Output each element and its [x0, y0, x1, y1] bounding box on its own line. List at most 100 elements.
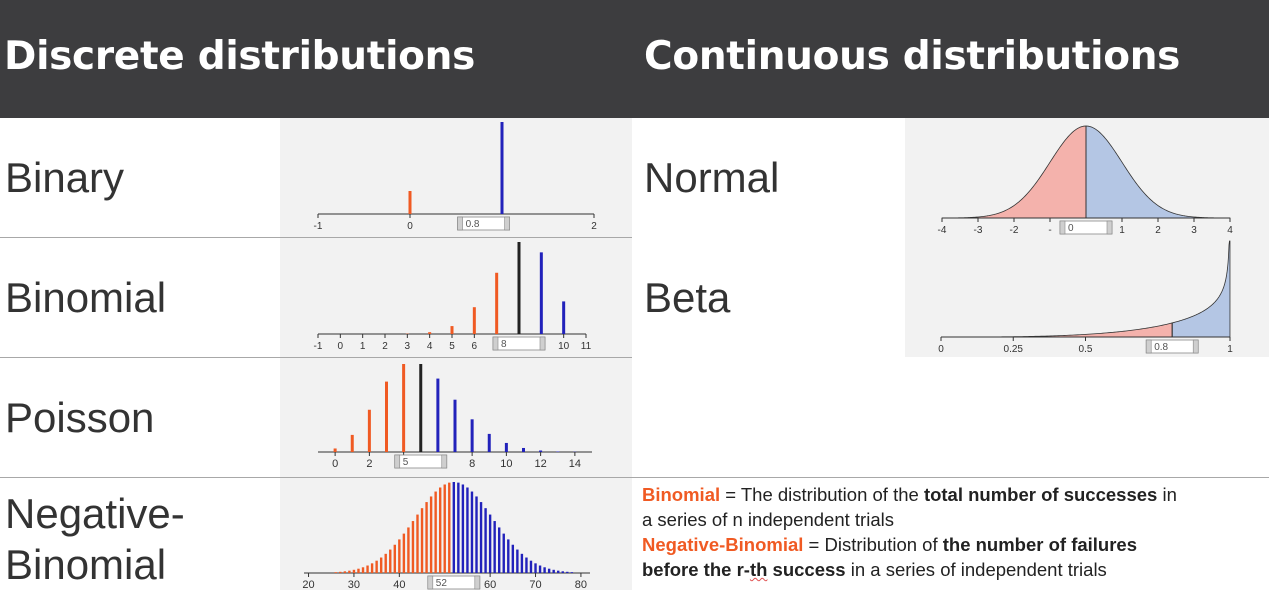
binomial-bold: total number of successes	[923, 484, 1158, 505]
bar-x-6	[436, 378, 440, 452]
normal-chart-panel: -4 -3 -2 - 1 2 3 4 0	[905, 118, 1269, 237]
tick-label: 20	[302, 579, 314, 590]
tick-label: -1	[314, 221, 323, 232]
value-marker-handle-left	[1059, 220, 1066, 235]
bar-x-59	[484, 508, 487, 573]
bar-x-10	[504, 442, 508, 452]
binomial-rest1: in	[1157, 484, 1177, 505]
bar-x-52	[452, 482, 456, 573]
tick-label: -2	[1010, 225, 1019, 236]
tick-label: 8	[469, 458, 475, 470]
bar-x-62	[498, 527, 501, 573]
tick-label: 0	[938, 344, 944, 355]
label-normal: Normal	[644, 154, 780, 201]
bar-x-41	[402, 533, 406, 573]
bar-x-10	[562, 301, 566, 334]
beta-chart: 0 0.25 0.5 1 0.8	[938, 240, 1233, 355]
binomial-eq: = The distribution of the	[720, 484, 924, 505]
bar-x-54	[461, 484, 465, 573]
bar-x-68	[525, 557, 528, 573]
bar-x-47	[429, 496, 433, 573]
bar-x-43	[411, 521, 415, 573]
value-marker-handle-left	[427, 575, 434, 590]
value-marker-label: 0.8	[1154, 342, 1168, 353]
label-poisson: Poisson	[5, 394, 155, 441]
bar-x-36	[379, 557, 383, 573]
tick-label: 0	[332, 458, 338, 470]
bar-x-5	[450, 326, 454, 334]
bar-x-13	[556, 451, 560, 452]
bar-x-34	[370, 563, 374, 573]
bar-x-49	[438, 487, 442, 573]
bar-x-53	[457, 482, 460, 573]
bar-x-40	[398, 539, 401, 573]
bar-x-4	[402, 364, 406, 452]
bar-x-44	[416, 514, 419, 573]
bar-x-71	[538, 565, 542, 573]
label-negative-binomial-line1: Negative-	[5, 490, 185, 537]
bar-x-46	[425, 502, 428, 573]
tick-label: 1	[1227, 344, 1233, 355]
bar-x-7	[453, 399, 457, 452]
bar-x-3	[385, 381, 388, 452]
area-right	[1171, 240, 1231, 338]
tick-label: 3	[1191, 225, 1197, 236]
bar-x-61	[493, 521, 496, 573]
header-bar: Discrete distributions Continuous distri…	[0, 0, 1269, 118]
row-divider	[0, 357, 632, 358]
tick-label: 14	[569, 458, 581, 470]
negbin-bold2a: before the r-	[642, 559, 750, 580]
tick-label: 30	[348, 579, 360, 590]
tick-label: 3	[405, 341, 411, 352]
tick-label: 80	[575, 579, 587, 590]
bar-x-9	[487, 433, 491, 452]
negbin-eq: = Distribution of	[803, 534, 943, 555]
label-binary: Binary	[5, 154, 125, 201]
tick-label: 2	[366, 458, 372, 470]
bar-x-56	[470, 491, 474, 573]
bar-x-31	[357, 568, 360, 573]
negbin-rest: in a series of independent trials	[845, 559, 1107, 580]
negbin-bold2c: success	[767, 559, 846, 580]
bar-x-45	[420, 508, 424, 573]
tick-label: 0.25	[1004, 344, 1024, 355]
tick-label: 10	[500, 458, 512, 470]
tick-label: -4	[938, 225, 947, 236]
value-marker-handle-left	[457, 216, 463, 231]
definitions-note: Binomial = The distribution of the total…	[642, 482, 1266, 582]
bar-x-73	[547, 568, 551, 573]
binomial-definition-line1: Binomial = The distribution of the total…	[642, 482, 1266, 507]
bar-x-11	[522, 447, 525, 452]
tick-label: 12	[535, 458, 547, 470]
value-marker-handle-left	[394, 454, 401, 469]
value-marker-handle-right	[474, 575, 481, 590]
row-divider	[0, 237, 632, 238]
bar-x-39	[393, 544, 396, 573]
value-marker-label: 0.8	[466, 219, 480, 230]
binary-chart: -1 0 2 0.8	[314, 122, 597, 232]
normal-chart: -4 -3 -2 - 1 2 3 4 0	[938, 125, 1233, 236]
bar-x-12	[539, 450, 543, 452]
binomial-chart: -1 0 1 2 3 4 5 6 10 11 8	[314, 242, 592, 352]
tick-label: -1	[314, 341, 323, 352]
bar-x-29	[348, 570, 351, 573]
value-marker-label: 52	[436, 578, 448, 589]
label-beta: Beta	[644, 274, 731, 321]
discrete-title: Discrete distributions	[4, 34, 476, 79]
bar-x-1	[350, 434, 354, 452]
bar-x-30	[352, 569, 356, 573]
bar-x-8	[470, 419, 474, 452]
bar-x-50	[443, 484, 446, 573]
tick-label: -3	[974, 225, 983, 236]
bar-x-51	[448, 482, 451, 573]
tick-label: 70	[529, 579, 541, 590]
bar-x-70	[534, 563, 537, 573]
bar-x-42	[407, 527, 410, 573]
tick-label: 60	[484, 579, 496, 590]
bar-x-48	[434, 491, 437, 573]
bar-x-66	[516, 549, 519, 573]
tick-label: 40	[393, 579, 405, 590]
binary-chart-panel: -1 0 2 0.8	[280, 118, 632, 237]
bar-x-33	[366, 565, 369, 573]
bar-x-57	[475, 496, 478, 573]
